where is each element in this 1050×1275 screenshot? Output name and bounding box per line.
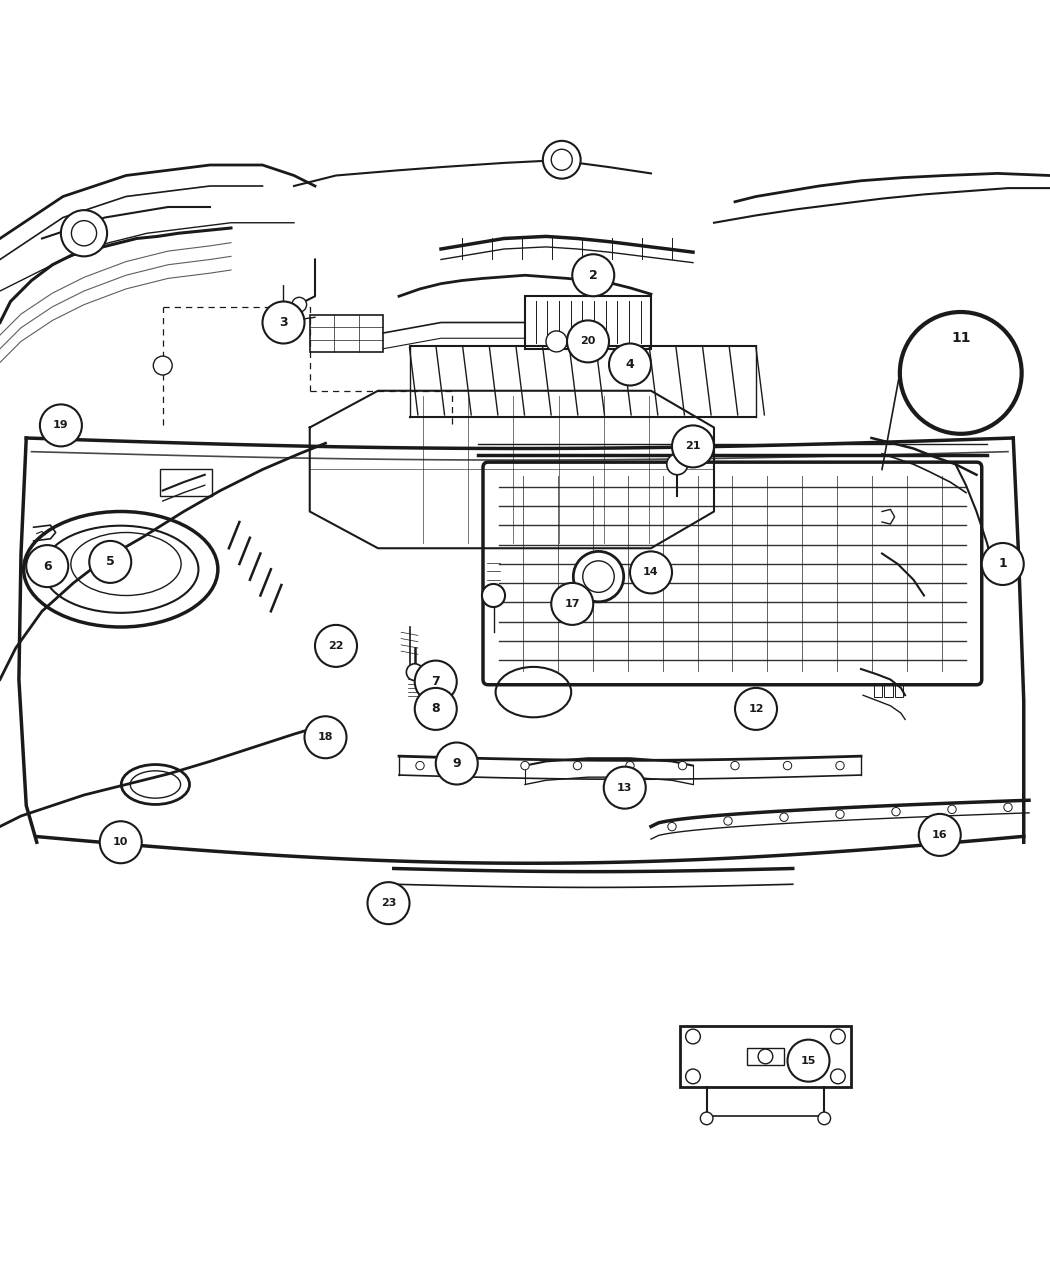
Circle shape — [61, 210, 107, 256]
Text: 17: 17 — [565, 599, 580, 609]
Text: 11: 11 — [951, 332, 970, 346]
Circle shape — [900, 312, 1022, 434]
Text: 15: 15 — [801, 1056, 816, 1066]
Circle shape — [572, 254, 614, 296]
Circle shape — [788, 1039, 830, 1081]
Circle shape — [700, 1112, 713, 1125]
Circle shape — [573, 551, 624, 602]
Text: 21: 21 — [686, 441, 700, 451]
Text: 10: 10 — [113, 838, 128, 848]
Circle shape — [551, 149, 572, 171]
Bar — [747, 1048, 784, 1065]
Bar — [884, 685, 892, 697]
Circle shape — [780, 813, 789, 821]
Circle shape — [626, 761, 634, 770]
Text: 13: 13 — [617, 783, 632, 793]
Circle shape — [567, 320, 609, 362]
Text: 9: 9 — [453, 757, 461, 770]
Circle shape — [948, 806, 957, 813]
Circle shape — [583, 561, 614, 593]
Circle shape — [436, 742, 478, 784]
Text: 14: 14 — [644, 567, 658, 578]
Circle shape — [482, 584, 505, 607]
Circle shape — [415, 660, 457, 703]
Circle shape — [836, 810, 844, 819]
Circle shape — [315, 625, 357, 667]
Circle shape — [26, 546, 68, 587]
Text: 12: 12 — [749, 704, 763, 714]
Circle shape — [415, 688, 457, 729]
Circle shape — [292, 297, 307, 312]
Bar — [874, 685, 882, 697]
Circle shape — [668, 822, 676, 831]
Bar — [310, 315, 383, 352]
Bar — [525, 296, 651, 349]
Circle shape — [406, 664, 423, 681]
Circle shape — [368, 882, 410, 924]
Circle shape — [573, 761, 582, 770]
Circle shape — [686, 1029, 700, 1044]
Circle shape — [831, 1029, 845, 1044]
Circle shape — [521, 761, 529, 770]
Circle shape — [672, 426, 714, 468]
Circle shape — [89, 541, 131, 583]
Circle shape — [604, 766, 646, 808]
Text: 8: 8 — [432, 703, 440, 715]
Circle shape — [783, 761, 792, 770]
Circle shape — [416, 761, 424, 770]
Circle shape — [919, 813, 961, 856]
Text: 18: 18 — [318, 732, 333, 742]
Text: 16: 16 — [932, 830, 947, 840]
Bar — [680, 1026, 850, 1086]
Circle shape — [543, 140, 581, 178]
Text: 1: 1 — [999, 557, 1007, 570]
Text: 7: 7 — [432, 674, 440, 688]
Circle shape — [609, 343, 651, 385]
Circle shape — [468, 761, 477, 770]
Circle shape — [40, 404, 82, 446]
Circle shape — [100, 821, 142, 863]
Circle shape — [304, 717, 347, 759]
Circle shape — [818, 1112, 831, 1125]
Circle shape — [758, 1049, 773, 1063]
Circle shape — [546, 332, 567, 352]
Circle shape — [836, 761, 844, 770]
Text: 19: 19 — [54, 421, 68, 431]
Circle shape — [551, 583, 593, 625]
Text: 20: 20 — [581, 337, 595, 347]
Text: 3: 3 — [279, 316, 288, 329]
Circle shape — [731, 761, 739, 770]
Text: 23: 23 — [381, 898, 396, 908]
Circle shape — [686, 1068, 700, 1084]
Text: 22: 22 — [329, 641, 343, 652]
Circle shape — [71, 221, 97, 246]
Circle shape — [723, 817, 732, 825]
Circle shape — [735, 688, 777, 729]
Text: 5: 5 — [106, 556, 114, 569]
Bar — [895, 685, 903, 697]
Bar — [160, 469, 212, 496]
Circle shape — [667, 454, 688, 474]
Circle shape — [262, 301, 304, 343]
Text: 6: 6 — [43, 560, 51, 572]
Circle shape — [982, 543, 1024, 585]
Circle shape — [153, 356, 172, 375]
Text: 2: 2 — [589, 269, 597, 282]
Circle shape — [630, 551, 672, 593]
Circle shape — [678, 761, 687, 770]
Circle shape — [1004, 803, 1012, 811]
Circle shape — [891, 807, 900, 816]
Text: 4: 4 — [626, 358, 634, 371]
Circle shape — [831, 1068, 845, 1084]
